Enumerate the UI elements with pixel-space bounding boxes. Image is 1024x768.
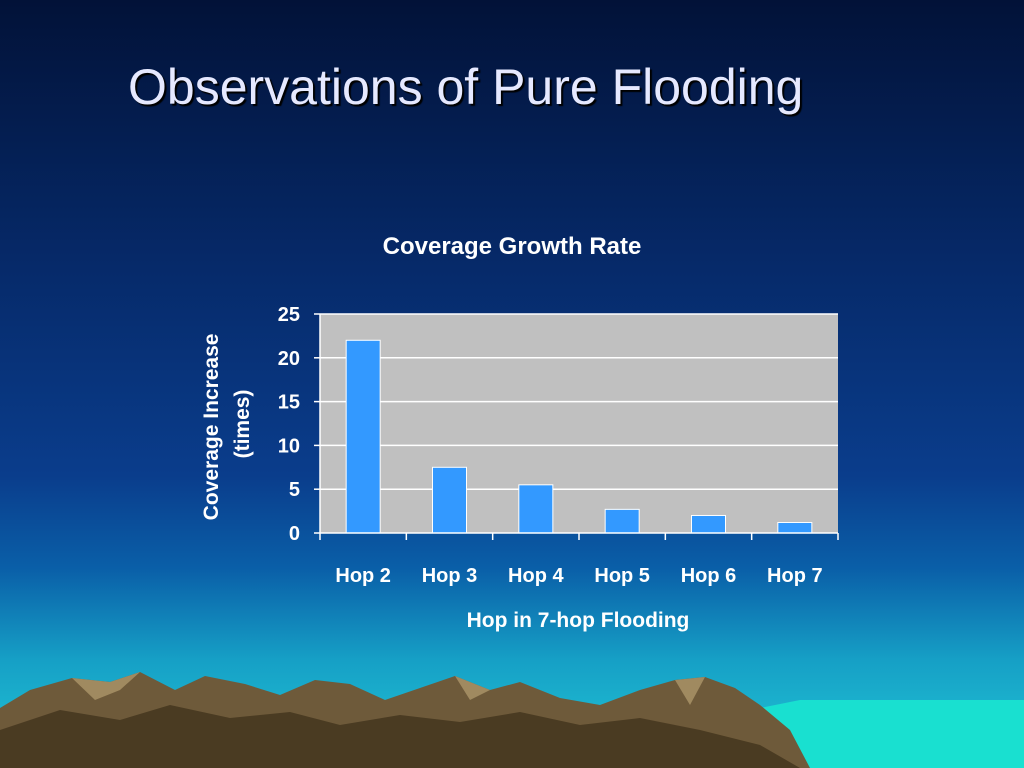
bar-hop-4 bbox=[518, 484, 554, 534]
gridlines bbox=[320, 313, 838, 490]
y-tick-label-4: 20 bbox=[278, 348, 300, 370]
y-tick-labels: 0 5 10 15 20 25 bbox=[278, 304, 320, 545]
bar-hop-3 bbox=[432, 466, 467, 534]
y-axis-label: Coverage Increase (times) bbox=[200, 328, 254, 521]
bar-hop-7 bbox=[777, 521, 813, 534]
y-tick-label-0: 0 bbox=[289, 523, 300, 545]
x-tick-labels: Hop 2 Hop 3 Hop 4 Hop 5 Hop 6 Hop 7 bbox=[319, 533, 839, 587]
x-tick-label-hop-2: Hop 2 bbox=[335, 565, 391, 587]
x-tick-label-hop-3: Hop 3 bbox=[422, 565, 478, 587]
y-axis-label-line-2: (times) bbox=[231, 390, 254, 459]
y-tick-label-3: 15 bbox=[278, 392, 300, 414]
mountain-shadow bbox=[0, 705, 800, 768]
bar-hop-5 bbox=[604, 508, 640, 534]
y-axis-label-line-1: Coverage Increase bbox=[200, 334, 223, 521]
plot-area bbox=[320, 314, 838, 533]
bar-hop-6 bbox=[691, 514, 726, 534]
x-axis-label: Hop in 7-hop Flooding bbox=[467, 609, 690, 632]
x-tick-label-hop-7: Hop 7 bbox=[767, 565, 823, 587]
mountain-highlight bbox=[455, 676, 490, 700]
mountain-highlight bbox=[675, 677, 705, 705]
x-tick-label-hop-5: Hop 5 bbox=[594, 565, 650, 587]
bars bbox=[345, 339, 813, 534]
mountain-highlight bbox=[72, 672, 140, 700]
slide-title: Observations of Pure Flooding bbox=[128, 59, 804, 115]
y-tick-label-2: 10 bbox=[278, 435, 300, 457]
y-tick-label-1: 5 bbox=[289, 479, 300, 501]
chart-title: Coverage Growth Rate bbox=[383, 233, 642, 260]
bar-hop-2 bbox=[345, 339, 381, 534]
x-tick-label-hop-6: Hop 6 bbox=[681, 565, 737, 587]
x-tick-label-hop-4: Hop 4 bbox=[508, 565, 564, 587]
y-tick-label-5: 25 bbox=[278, 304, 300, 326]
